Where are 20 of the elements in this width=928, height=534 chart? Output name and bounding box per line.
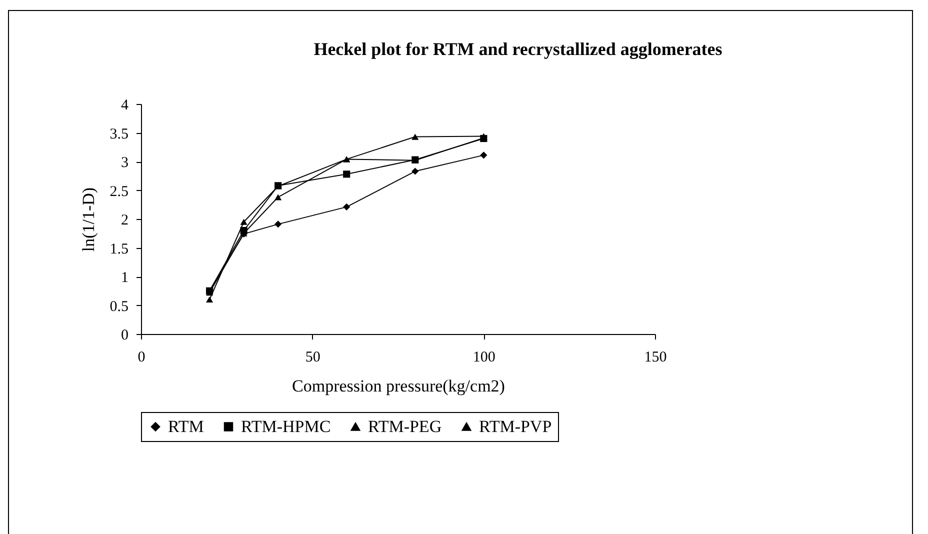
x-tick-label: 0 (138, 350, 146, 366)
legend-label: RTM-PEG (368, 416, 442, 436)
legend-label: RTM-HPMC (241, 416, 331, 436)
x-tick-label: 50 (305, 350, 320, 366)
x-tick-label: 150 (644, 350, 667, 366)
x-axis-title: Compression pressure(kg/cm2) (292, 376, 505, 396)
y-tick-label: 3 (121, 155, 128, 171)
y-tick-label: 3.5 (110, 126, 128, 142)
legend-label: RTM (168, 416, 204, 436)
chart-title: Heckel plot for RTM and recrystallized agglomerates (314, 39, 722, 59)
y-axis-title: ln(1/1-D) (78, 187, 98, 252)
y-tick-label: 1.5 (110, 241, 128, 258)
x-tick-label: 100 (472, 350, 496, 366)
y-tick-label: 0 (121, 328, 128, 344)
y-tick-label: 4 (121, 98, 129, 114)
y-tick-label: 1 (121, 270, 128, 286)
y-tick-label: 0.5 (110, 298, 128, 315)
legend-label: RTM-PVP (479, 416, 552, 436)
y-tick-label: 2.5 (110, 184, 128, 200)
y-tick-label: 2 (121, 212, 128, 228)
